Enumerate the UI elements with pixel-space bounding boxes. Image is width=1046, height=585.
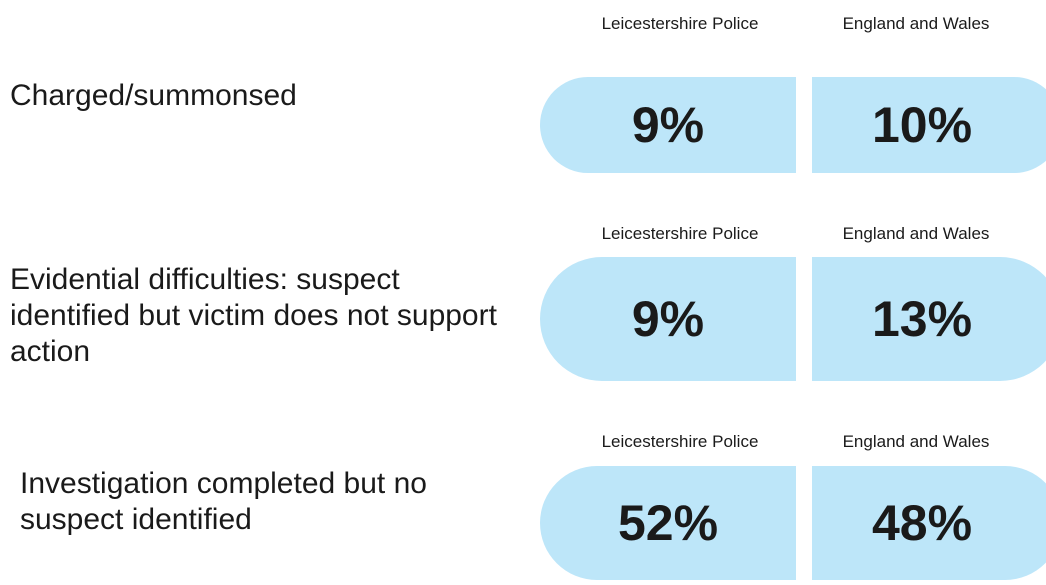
row-label: Investigation completed but no suspect i… [20,467,427,536]
row-label: Evidential difficulties: suspect identif… [10,263,497,368]
column-heading: England and Wales [842,224,990,243]
value-pill: 9% [540,257,796,381]
row-label: Charged/summonsed [10,79,297,112]
column-heading: England and Wales [842,14,990,33]
column-heading: Leicestershire Police [601,224,759,243]
value-pill: 52% [540,466,796,580]
value-pill: 48% [812,466,1046,580]
value-pill: 10% [812,77,1046,173]
column-heading: Leicestershire Police [601,14,759,33]
value-pill: 13% [812,257,1046,381]
value-pill: 9% [540,77,796,173]
column-heading: Leicestershire Police [601,432,759,451]
column-heading: England and Wales [842,432,990,451]
